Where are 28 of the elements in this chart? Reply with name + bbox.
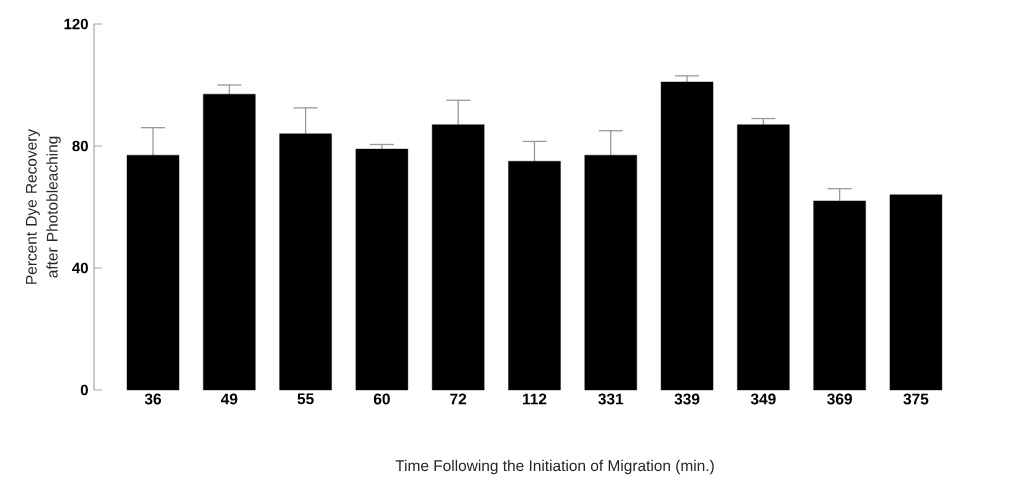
bar: [584, 154, 637, 391]
x-tick-label: 55: [297, 393, 314, 405]
x-tick-label: 60: [373, 393, 390, 405]
x-tick-label: 72: [450, 393, 467, 405]
y-axis-title: Percent Dye Recovery after Photobleaching: [25, 128, 61, 284]
y-tick-label: 40: [72, 262, 88, 274]
y-tick-label: 80: [72, 140, 88, 152]
x-tick-label: 49: [220, 393, 238, 405]
x-tick-label: 349: [750, 393, 776, 405]
y-tick-label: 0: [80, 384, 88, 396]
bar: [355, 148, 409, 391]
y-tick-label: 120: [64, 18, 88, 30]
bar: [508, 161, 561, 391]
x-tick-label: 375: [903, 393, 929, 405]
bar: [737, 124, 790, 391]
bar: [279, 133, 332, 391]
x-tick-label: 339: [674, 393, 700, 405]
bar: [431, 124, 485, 391]
bar: [813, 200, 866, 391]
x-tick-label: 331: [598, 393, 624, 405]
bar: [660, 81, 714, 391]
bar: [203, 93, 256, 391]
x-axis-title: Time Following the Initiation of Migration (min.): [395, 459, 714, 475]
bar: [889, 194, 943, 391]
bar: [126, 154, 180, 391]
x-tick-label: 369: [827, 393, 852, 405]
x-tick-label: 36: [144, 393, 162, 405]
x-tick-label: 112: [522, 393, 547, 405]
